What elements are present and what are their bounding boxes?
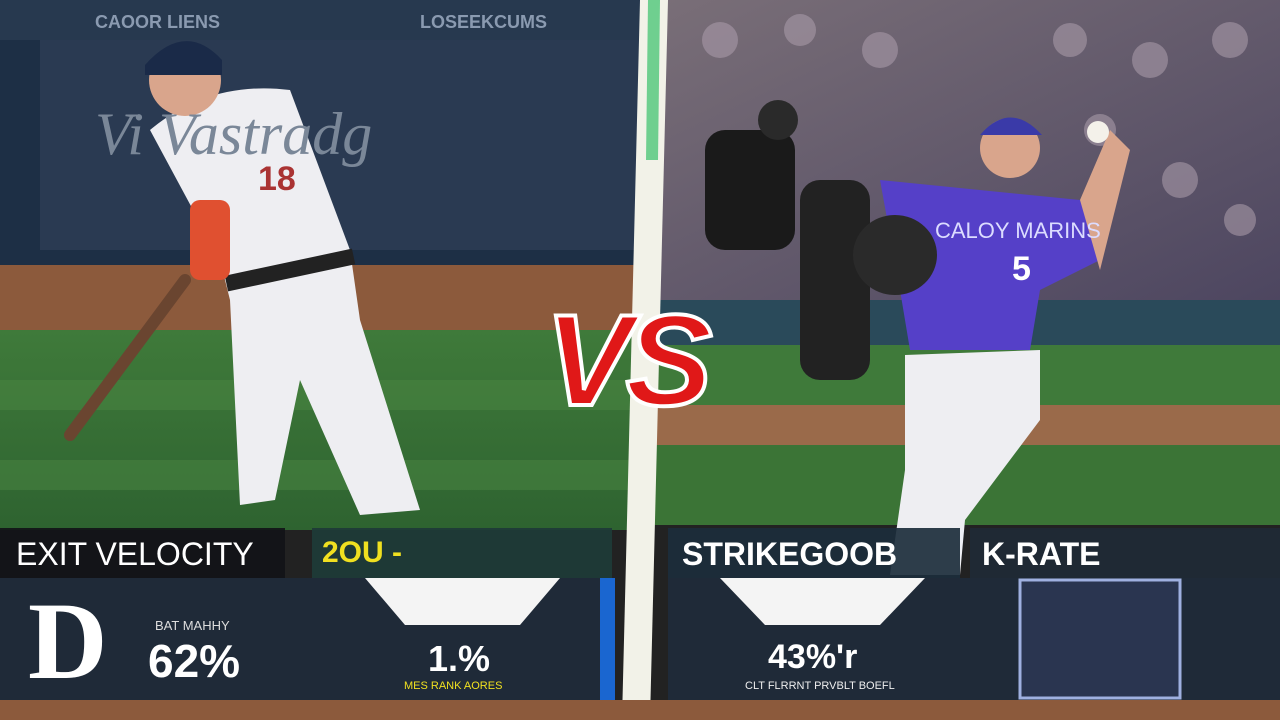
stat-label: K-RATE (982, 536, 1101, 572)
banner (0, 0, 650, 40)
label-bar (312, 528, 612, 578)
stat-caption: MES RANK AORES (404, 680, 503, 692)
wall-text: Vi Vastradg (95, 101, 373, 167)
jersey-number: 5 (1012, 250, 1031, 288)
stat-caption: CLT FLRRNT PRVBLT BOEFL (745, 680, 895, 692)
stat-label: EXIT VELOCITY (16, 536, 254, 572)
banner-text: CAOOR LIENS (95, 12, 221, 32)
banner-text: LOSEEKCUMS (420, 12, 548, 32)
jersey-text: CALOY MARINS (935, 218, 1101, 243)
pitcher (853, 117, 1130, 575)
batter (64, 41, 420, 515)
stat-header: 2OU - (322, 536, 403, 569)
panel-notch (720, 578, 925, 625)
stat-value: 62% (148, 635, 241, 687)
grass-stripe (0, 460, 650, 490)
team-logo (1018, 578, 1182, 700)
umpire (705, 130, 795, 250)
label-bar (970, 528, 1280, 578)
label-bar (668, 528, 960, 578)
panel-accent (600, 578, 615, 700)
team-logo: D (28, 580, 108, 702)
stat-value: 43%'r (768, 638, 858, 676)
jersey-number: 18 (258, 160, 296, 198)
divider (622, 0, 668, 720)
wall-panel (40, 40, 640, 250)
stat-value: 1.% (428, 638, 491, 679)
dirt-strip (0, 700, 1280, 720)
divider-accent (646, 0, 660, 160)
catcher (800, 180, 870, 380)
panel-notch (365, 578, 560, 625)
vs-text: VS (543, 285, 714, 435)
stat-label: STRIKEGOOB (682, 536, 898, 572)
stat-caption: BAT MAHHY (155, 618, 230, 633)
umpire-head (758, 100, 798, 140)
label-bar (0, 528, 285, 578)
